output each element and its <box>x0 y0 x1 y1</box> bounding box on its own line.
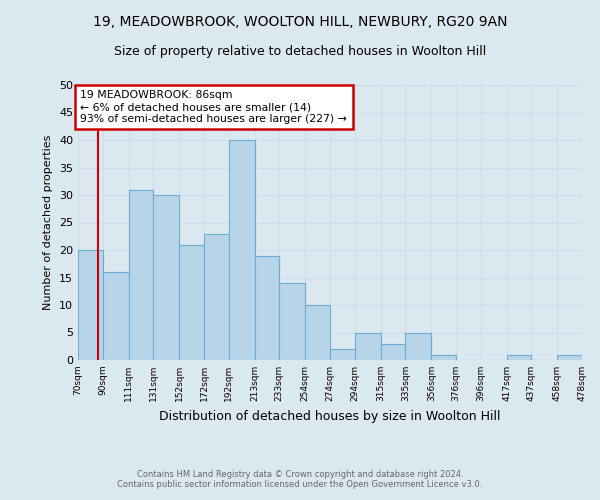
Bar <box>254 256 280 360</box>
Bar <box>128 190 154 360</box>
Bar <box>179 244 204 360</box>
Bar <box>380 344 406 360</box>
Bar <box>330 349 355 360</box>
Text: 19 MEADOWBROOK: 86sqm
← 6% of detached houses are smaller (14)
93% of semi-detac: 19 MEADOWBROOK: 86sqm ← 6% of detached h… <box>80 90 347 124</box>
Bar <box>355 332 380 360</box>
Y-axis label: Number of detached properties: Number of detached properties <box>43 135 53 310</box>
Bar <box>78 250 103 360</box>
Text: Contains HM Land Registry data © Crown copyright and database right 2024.
Contai: Contains HM Land Registry data © Crown c… <box>118 470 482 489</box>
Bar <box>103 272 128 360</box>
Bar <box>229 140 254 360</box>
Bar <box>280 283 305 360</box>
Text: 19, MEADOWBROOK, WOOLTON HILL, NEWBURY, RG20 9AN: 19, MEADOWBROOK, WOOLTON HILL, NEWBURY, … <box>93 15 507 29</box>
Bar <box>305 305 330 360</box>
Bar <box>431 354 456 360</box>
X-axis label: Distribution of detached houses by size in Woolton Hill: Distribution of detached houses by size … <box>159 410 501 422</box>
Text: Size of property relative to detached houses in Woolton Hill: Size of property relative to detached ho… <box>114 45 486 58</box>
Bar <box>557 354 582 360</box>
Bar <box>506 354 532 360</box>
Bar <box>406 332 431 360</box>
Bar <box>154 195 179 360</box>
Bar <box>204 234 229 360</box>
